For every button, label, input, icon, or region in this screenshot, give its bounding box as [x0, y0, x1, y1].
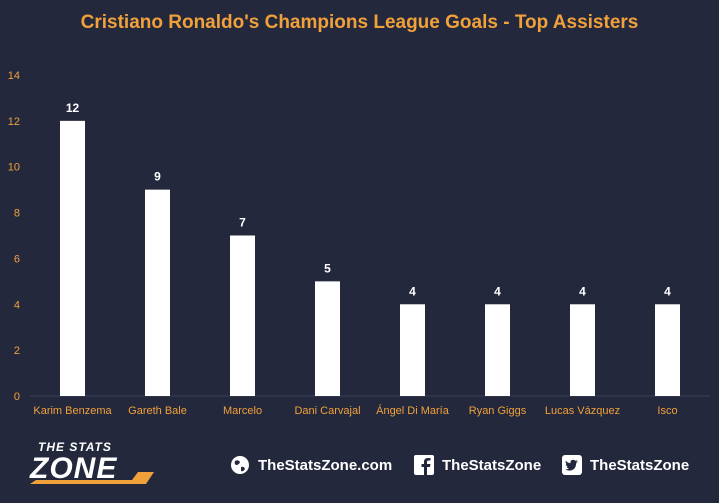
y-tick-label: 0: [14, 391, 20, 403]
y-tick-label: 2: [14, 345, 20, 357]
x-tick-label: Karim Benzema: [33, 405, 112, 417]
bar: [485, 304, 510, 396]
bar: [400, 304, 425, 396]
facebook-icon: [414, 455, 434, 475]
chart-title: Cristiano Ronaldo's Champions League Goa…: [80, 12, 639, 33]
data-label: 4: [664, 284, 671, 298]
y-tick-label: 4: [14, 299, 20, 311]
x-tick-label: Dani Carvajal: [294, 405, 360, 417]
logo-text-bottom: ZONE: [30, 452, 118, 485]
globe-icon: [231, 456, 249, 474]
bar: [60, 120, 85, 396]
bar: [145, 189, 170, 396]
x-tick-label: Lucas Vázquez: [545, 405, 620, 417]
x-tick-label: Marcelo: [223, 405, 262, 417]
data-label: 12: [66, 101, 80, 115]
twitter-icon: [562, 455, 582, 475]
bar: [570, 304, 595, 396]
bar: [315, 281, 340, 396]
bar: [655, 304, 680, 396]
y-tick-label: 10: [8, 162, 20, 174]
y-tick-label: 12: [8, 116, 20, 128]
twitter-text: TheStatsZone: [590, 456, 690, 474]
data-label: 4: [409, 284, 416, 298]
bar: [230, 235, 255, 396]
twitter-link[interactable]: TheStatsZone: [562, 453, 689, 477]
website-text: TheStatsZone.com: [258, 456, 393, 474]
the-stats-zone-logo: THE STATS ZONE: [28, 438, 158, 490]
x-tick-label: Ryan Giggs: [469, 405, 527, 417]
data-label: 4: [494, 284, 501, 298]
logo-swoosh-icon: [30, 472, 154, 484]
y-tick-label: 6: [14, 253, 20, 265]
data-label: 5: [324, 261, 331, 275]
data-label: 4: [579, 284, 586, 298]
y-tick-label: 8: [14, 208, 20, 220]
x-tick-label: Isco: [657, 405, 677, 417]
x-tick-label: Ángel Di María: [376, 404, 450, 417]
facebook-text: TheStatsZone: [442, 456, 542, 474]
y-tick-label: 14: [8, 70, 20, 82]
data-label: 9: [154, 170, 161, 184]
website-link[interactable]: TheStatsZone.com: [230, 453, 392, 477]
x-tick-label: Gareth Bale: [128, 405, 187, 417]
data-label: 7: [239, 216, 246, 230]
logo-text-top: THE STATS: [38, 440, 112, 454]
facebook-link[interactable]: TheStatsZone: [414, 453, 541, 477]
